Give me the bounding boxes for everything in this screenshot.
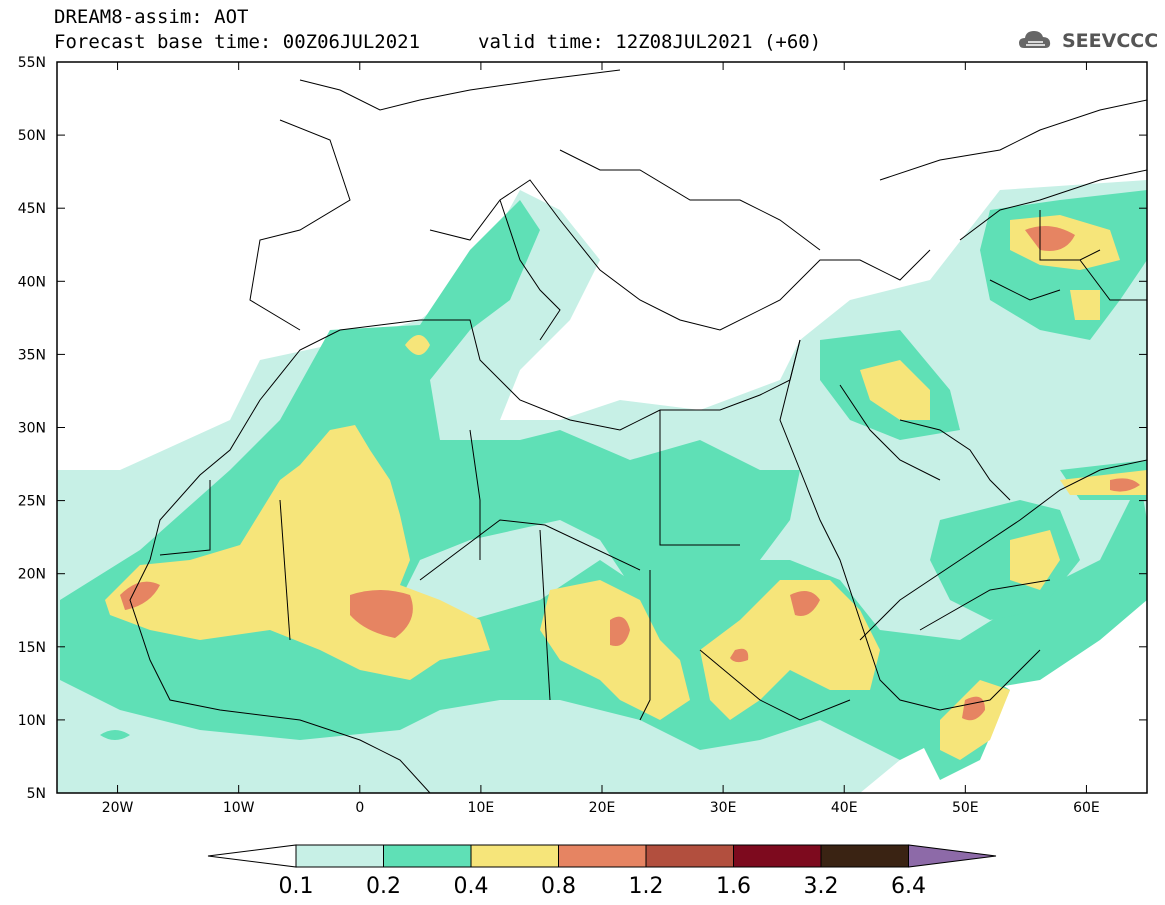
colorbar-label: 1.2 [629,874,664,899]
colorbar-swatch [383,844,472,868]
colorbar-label: 0.2 [366,874,401,899]
lat-label: 20N [18,567,46,583]
lat-label: 40N [18,274,46,290]
lat-label: 10N [18,713,46,729]
colorbar-label: 3.2 [804,874,839,899]
lat-label: 15N [18,640,46,656]
colorbar-swatch [645,844,734,868]
lat-label: 35N [18,347,46,363]
colorbar-label: 0.1 [279,874,314,899]
map-title: DREAM8-assim: AOT [54,6,249,28]
lon-label: 40E [831,800,858,816]
logo-text: SEEVCCC [1062,30,1159,52]
aot-level-0.4 [105,215,1147,760]
colorbar-swatch [733,844,822,868]
lat-label: 45N [18,201,46,217]
aot-level-0.8 [120,226,1140,721]
colorbar-label: 0.8 [541,874,576,899]
lat-label: 25N [18,494,46,510]
lon-label: 20E [589,800,616,816]
valid-time: valid time: 12Z08JUL2021 (+60) [478,31,822,53]
lat-label: 55N [18,55,46,71]
longitude-axis: 20W 10W 0 10E 20E 30E 40E 50E 60E [102,62,1100,816]
colorbar-label: 1.6 [716,874,751,899]
colorbar-swatch [820,844,909,868]
colorbar-min-arrow [207,844,297,868]
lon-label: 10W [223,800,255,816]
colorbar-label: 0.4 [454,874,489,899]
colorbar-label: 6.4 [891,874,926,899]
cloud-logo-icon [1019,31,1051,48]
colorbar-swatch [470,844,559,868]
colorbar-max-arrow [908,844,997,868]
lon-label: 50E [952,800,979,816]
colorbar: 0.1 0.2 0.4 0.8 1.2 1.6 3.2 6.4 [207,844,997,899]
colorbar-swatch [295,844,384,868]
lat-label: 30N [18,421,46,437]
lon-label: 60E [1073,800,1100,816]
lon-label: 10E [468,800,495,816]
lat-label: 50N [18,128,46,144]
lon-label: 0 [355,800,364,816]
colorbar-swatch [558,844,647,868]
coastlines [129,69,1147,793]
lon-label: 20W [102,800,134,816]
forecast-base-time: Forecast base time: 00Z06JUL2021 [54,31,421,53]
latitude-axis: 55N 50N 45N 40N 35N 30N 25N 20N 15N 10N 5N [18,55,1147,802]
aot-shading [57,180,1147,793]
lat-label: 5N [27,786,46,802]
lon-label: 30E [710,800,737,816]
